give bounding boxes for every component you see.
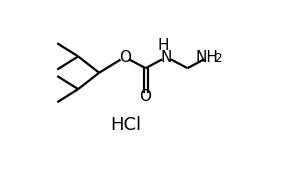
- Text: NH: NH: [196, 49, 219, 65]
- Text: HCl: HCl: [110, 116, 141, 134]
- Text: 2: 2: [214, 52, 222, 65]
- Text: H: H: [158, 38, 169, 53]
- Text: O: O: [119, 49, 131, 65]
- Text: O: O: [140, 89, 152, 104]
- Text: N: N: [161, 49, 172, 65]
